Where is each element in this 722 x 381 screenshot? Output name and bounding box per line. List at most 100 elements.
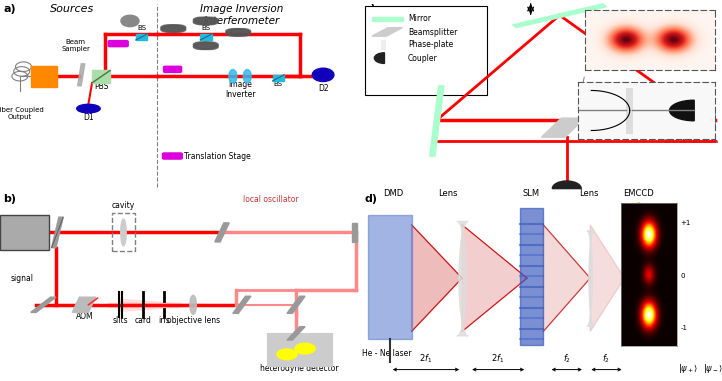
- Bar: [267, 333, 332, 366]
- Text: PBS: PBS: [94, 82, 108, 91]
- Text: a): a): [4, 4, 16, 14]
- Circle shape: [295, 343, 316, 354]
- Text: He - Ne laser: He - Ne laser: [362, 349, 411, 358]
- Polygon shape: [287, 296, 305, 313]
- FancyBboxPatch shape: [162, 153, 182, 159]
- Text: BS: BS: [274, 81, 283, 87]
- FancyBboxPatch shape: [164, 66, 182, 72]
- Text: heterodyne detector: heterodyne detector: [261, 365, 339, 373]
- Circle shape: [277, 349, 297, 360]
- Polygon shape: [287, 327, 305, 340]
- Text: Mirror: Mirror: [408, 14, 431, 23]
- Polygon shape: [462, 225, 527, 331]
- Ellipse shape: [313, 68, 334, 82]
- Text: local oscillator: local oscillator: [243, 195, 299, 204]
- Ellipse shape: [121, 15, 139, 27]
- Ellipse shape: [226, 29, 251, 36]
- Bar: [368, 215, 412, 339]
- Text: DMD: DMD: [383, 189, 404, 198]
- Text: $2f_1$: $2f_1$: [419, 353, 432, 365]
- Text: b): b): [4, 194, 17, 204]
- Ellipse shape: [161, 25, 186, 32]
- Polygon shape: [591, 225, 625, 331]
- Bar: [372, 17, 403, 21]
- Text: -1: -1: [680, 325, 687, 331]
- Bar: [112, 213, 136, 251]
- Bar: [32, 66, 56, 87]
- Bar: [520, 208, 544, 345]
- Polygon shape: [542, 118, 585, 137]
- Bar: [273, 75, 284, 81]
- Polygon shape: [544, 225, 591, 331]
- Text: laser: laser: [11, 227, 38, 237]
- Ellipse shape: [190, 295, 196, 314]
- Ellipse shape: [193, 17, 218, 25]
- Text: iris: iris: [158, 316, 170, 325]
- Text: BS: BS: [201, 26, 211, 32]
- Polygon shape: [513, 4, 606, 28]
- Text: Lens: Lens: [578, 189, 599, 198]
- Ellipse shape: [77, 104, 100, 113]
- Ellipse shape: [243, 69, 251, 83]
- Text: SLM: SLM: [522, 189, 539, 198]
- Wedge shape: [669, 100, 695, 121]
- Text: Sources: Sources: [50, 4, 95, 14]
- Text: D2: D2: [318, 85, 329, 93]
- Text: Image Inversion
Interferometer: Image Inversion Interferometer: [200, 4, 284, 26]
- Polygon shape: [78, 64, 85, 86]
- Text: Coupler: Coupler: [408, 54, 438, 62]
- Bar: [625, 88, 632, 133]
- Wedge shape: [700, 112, 715, 128]
- Ellipse shape: [193, 42, 218, 50]
- Ellipse shape: [193, 42, 218, 50]
- Polygon shape: [215, 223, 230, 242]
- Polygon shape: [372, 28, 403, 36]
- Ellipse shape: [121, 219, 126, 246]
- Text: c): c): [365, 4, 376, 14]
- Bar: [201, 34, 212, 40]
- Polygon shape: [430, 86, 444, 156]
- Text: d): d): [365, 194, 378, 204]
- Text: objective lens: objective lens: [167, 316, 219, 325]
- Polygon shape: [232, 296, 251, 313]
- Polygon shape: [30, 297, 56, 312]
- Ellipse shape: [226, 29, 251, 36]
- Bar: [381, 40, 386, 48]
- Text: BS: BS: [137, 26, 146, 32]
- Text: Image
Inverter: Image Inverter: [225, 80, 256, 99]
- Polygon shape: [412, 225, 462, 331]
- Bar: [365, 6, 487, 95]
- Ellipse shape: [229, 69, 237, 83]
- FancyBboxPatch shape: [0, 215, 49, 250]
- Text: card: card: [134, 316, 151, 325]
- Bar: [92, 70, 110, 83]
- Polygon shape: [352, 223, 357, 242]
- Bar: [136, 34, 147, 40]
- Wedge shape: [375, 53, 384, 64]
- Polygon shape: [72, 297, 95, 312]
- Text: $|\psi_-\rangle$: $|\psi_-\rangle$: [703, 362, 722, 375]
- Text: $2f_1$: $2f_1$: [492, 353, 505, 365]
- Text: +1: +1: [680, 220, 691, 226]
- Wedge shape: [552, 181, 581, 189]
- Text: 0: 0: [680, 273, 685, 279]
- Text: $f_2$: $f_2$: [602, 353, 611, 365]
- Text: EMCCD: EMCCD: [624, 189, 654, 198]
- Text: AOM: AOM: [76, 312, 94, 321]
- Ellipse shape: [193, 17, 218, 25]
- Text: slits: slits: [113, 316, 129, 325]
- Text: $f_2$: $f_2$: [562, 353, 571, 365]
- Text: Translation Stage: Translation Stage: [184, 152, 251, 161]
- Ellipse shape: [161, 25, 186, 32]
- Text: Beam
Sampler: Beam Sampler: [61, 40, 90, 53]
- Text: Fiber Coupled
Output: Fiber Coupled Output: [0, 107, 44, 120]
- FancyBboxPatch shape: [108, 41, 129, 47]
- Text: cavity: cavity: [112, 201, 135, 210]
- Text: Lens: Lens: [438, 189, 458, 198]
- Text: $|\psi_+\rangle$: $|\psi_+\rangle$: [677, 362, 698, 375]
- Polygon shape: [52, 217, 64, 248]
- Text: D1: D1: [83, 113, 94, 122]
- Text: SPLICE detection: SPLICE detection: [666, 139, 718, 144]
- Text: Beamsplitter: Beamsplitter: [408, 27, 457, 37]
- Text: signal: signal: [11, 274, 34, 283]
